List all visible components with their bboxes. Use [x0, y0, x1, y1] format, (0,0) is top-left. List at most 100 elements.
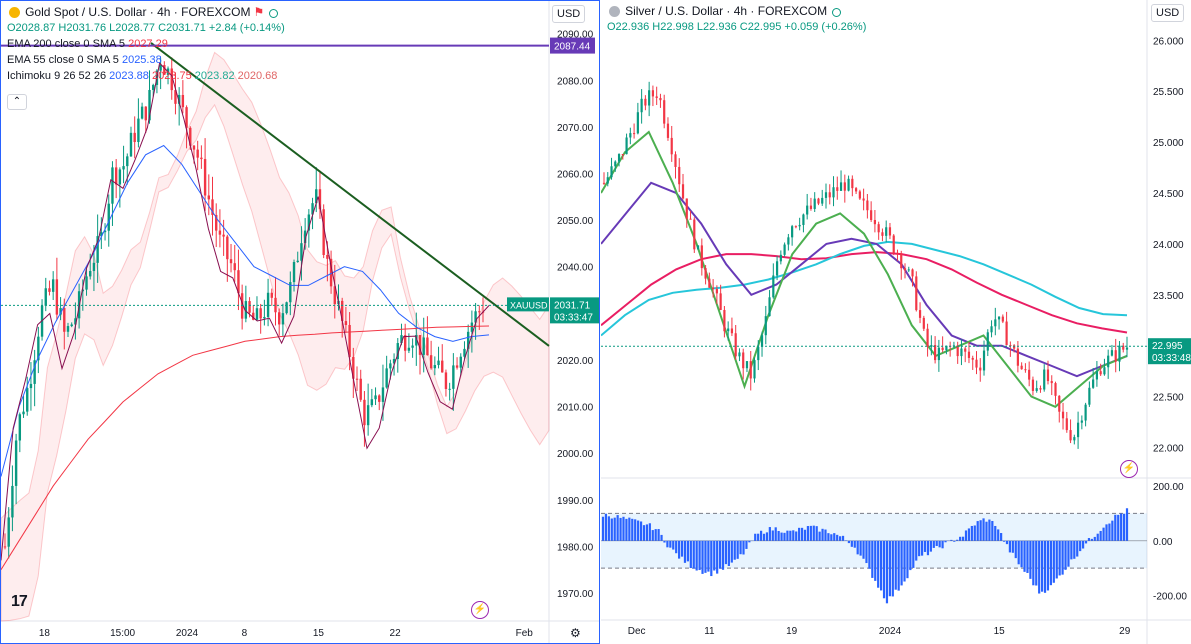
silver-osc-bar [906, 540, 909, 579]
silver-osc-bar [695, 540, 698, 571]
silver-currency-button[interactable]: USD [1151, 4, 1185, 22]
flag-icon[interactable]: ⚑ [253, 5, 265, 19]
silver-osc-bar [1090, 538, 1093, 541]
silver-osc-bar [1011, 540, 1014, 553]
gold-candle-body [322, 209, 325, 255]
gold-candle-body [185, 107, 188, 128]
silver-osc-bar [821, 528, 824, 541]
silver-candle-body [813, 198, 816, 209]
gold-lightning-icon[interactable]: ⚡ [471, 601, 489, 619]
gold-candle-body [48, 288, 51, 292]
silver-candle-body [1118, 345, 1121, 362]
gold-y-tick: 2040.00 [557, 263, 594, 274]
gold-candle-body [189, 127, 192, 146]
silver-osc-bar [1008, 540, 1012, 553]
gold-candle-body [263, 316, 266, 319]
silver-osc-bar [1081, 540, 1085, 549]
silver-osc-bar [1049, 540, 1052, 586]
gold-candle-body [181, 94, 185, 108]
silver-candle-body [854, 188, 858, 192]
gold-hline-tag: 2087.44 [554, 42, 591, 53]
silver-low: L22.936 [696, 21, 737, 33]
silver-candle-body [881, 232, 884, 236]
silver-osc-bar [853, 540, 856, 548]
silver-candle-body [606, 177, 609, 184]
silver-x-tick: 29 [1119, 626, 1131, 637]
silver-osc-bar [1026, 540, 1029, 573]
collapse-legend-button[interactable]: ⌃ [7, 94, 27, 110]
gold-open: O2028.87 [7, 22, 56, 34]
silver-osc-bar [1064, 540, 1067, 570]
silver-osc-bar [803, 529, 807, 541]
silver-osc-bar [800, 527, 804, 541]
gold-candle-body [381, 387, 385, 402]
gold-candle-body [296, 260, 299, 263]
silver-osc-bar [912, 540, 915, 568]
gold-candle-body [400, 335, 403, 344]
gold-candle-body [415, 335, 418, 346]
ema200-legend[interactable]: EMA 200 close 0 SMA 5 2027.29 [7, 37, 285, 53]
gold-chart-pane[interactable]: 2090.00 2080.00 2070.00 2060.00 2050.00 2040.… [0, 0, 600, 644]
silver-osc-bar [809, 525, 812, 541]
gold-y-tick: 2010.00 [557, 403, 594, 414]
gold-candle-body [359, 378, 362, 400]
silver-osc-tick: 0.00 [1153, 537, 1173, 548]
gold-candle-body [278, 312, 281, 325]
silver-candle-body [794, 226, 797, 228]
gold-chart-canvas[interactable]: 2090.00 2080.00 2070.00 2060.00 2050.00 2040.… [1, 1, 599, 643]
gold-candle-body [200, 157, 203, 160]
silver-osc-bar [759, 530, 763, 541]
silver-candle-body [1125, 347, 1129, 350]
ichimoku-legend[interactable]: Ichimoku 9 26 52 26 2023.88 2023.75 2023… [7, 69, 285, 85]
silver-candle-body [930, 345, 933, 347]
silver-candle-body [696, 245, 700, 250]
ichimoku-span-b: 2020.68 [237, 70, 278, 82]
gold-currency-button[interactable]: USD [552, 5, 586, 23]
gold-candle-body [266, 292, 270, 317]
silver-osc-bar [967, 528, 971, 541]
silver-osc-bar [625, 518, 628, 541]
gold-candle-body [466, 331, 470, 349]
gold-y-tick: 2060.00 [557, 169, 594, 180]
gold-candle-body [474, 311, 477, 323]
silver-osc-bar [771, 530, 774, 541]
market-status-icon[interactable] [269, 9, 279, 18]
silver-candle-body [749, 361, 752, 379]
silver-osc-bar [882, 540, 886, 599]
silver-candle-body [1039, 388, 1042, 390]
ema55-legend[interactable]: EMA 55 close 0 SMA 5 2025.38 [7, 53, 285, 69]
silver-osc-bar [932, 540, 935, 548]
silver-osc-bar [730, 540, 733, 563]
silver-candle-body [1122, 345, 1125, 350]
silver-candle-body [715, 289, 718, 294]
silver-market-status-icon[interactable] [832, 8, 842, 17]
silver-osc-bar [1029, 540, 1032, 579]
silver-candle-body [689, 218, 692, 220]
silver-candle-body [918, 310, 922, 318]
silver-osc-bar [888, 540, 891, 597]
silver-osc-bar [941, 540, 944, 549]
silver-candle-body [997, 316, 1001, 320]
silver-candle-body [655, 96, 658, 99]
gold-price-tag-bg [550, 297, 599, 324]
silver-osc-bar [657, 529, 660, 541]
silver-osc-tick: 200.00 [1153, 482, 1184, 493]
silver-candle-body [764, 316, 767, 336]
silver-lightning-icon[interactable]: ⚡ [1120, 460, 1138, 478]
gold-candle-body [407, 347, 411, 351]
gold-candle-body [244, 301, 248, 319]
silver-candle-body [685, 198, 688, 219]
silver-chart-canvas[interactable]: 26.00025.50025.00024.50024.00023.50023.0… [601, 0, 1191, 644]
silver-osc-bar [865, 540, 868, 564]
silver-osc-bar [929, 540, 932, 552]
silver-candle-body [636, 112, 639, 134]
ichimoku-conversion: 2023.88 [109, 70, 149, 82]
gold-title[interactable]: Gold Spot / U.S. Dollar · 4h · FOREXCOM [25, 5, 251, 19]
silver-title[interactable]: Silver / U.S. Dollar · 4h · FOREXCOM [625, 4, 828, 18]
silver-osc-bar [1111, 520, 1114, 541]
gold-y-tick: 2080.00 [557, 76, 594, 87]
silver-chart-pane[interactable]: 26.00025.50025.00024.50024.00023.50023.0… [601, 0, 1191, 644]
tradingview-logo[interactable]: 17 [11, 593, 28, 610]
silver-candle-body [775, 261, 779, 276]
gold-candle-body [7, 517, 10, 547]
